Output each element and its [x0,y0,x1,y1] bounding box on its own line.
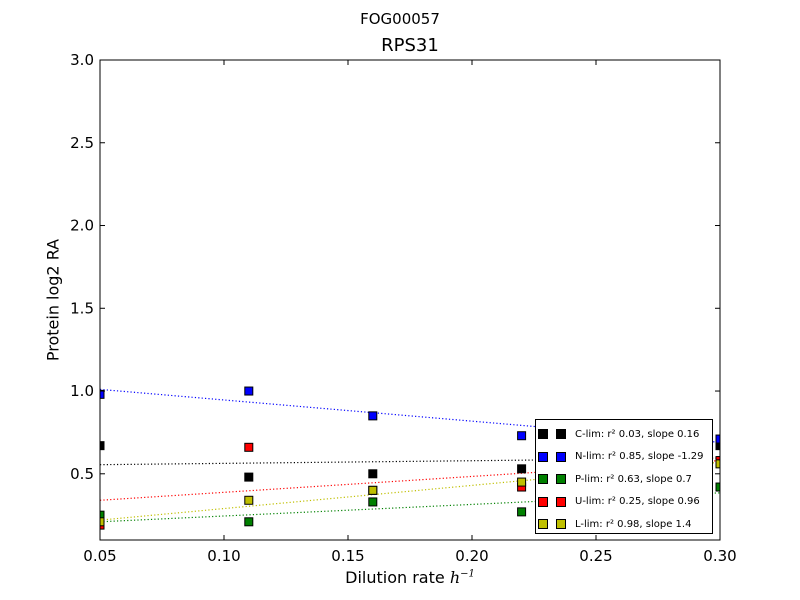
legend-marker [556,429,566,440]
point-p-lim [244,517,254,527]
point-n-lim [368,411,378,421]
x-tick-label: 0.20 [455,547,488,565]
point-l-lim [368,485,378,495]
x-axis-ticks: 0.05 0.10 0.15 0.20 0.25 0.30 [83,60,737,565]
plot-frame [99,59,721,541]
x-tick-label: 0.15 [331,547,364,565]
point-c-lim [244,472,254,482]
legend-label: U-lim: r² 0.25, slope 0.96 [575,496,700,508]
y-tick-label: 2.5 [70,134,94,152]
legend-label: N-lim: r² 0.85, slope -1.29 [575,451,704,463]
fit-line-c-lim [100,457,720,466]
x-tick-label: 0.30 [703,547,736,565]
legend-label: L-lim: r² 0.98, slope 1.4 [575,518,692,530]
x-tick-label: 0.05 [83,547,116,565]
point-c-lim [368,469,378,479]
point-c-lim [100,441,105,451]
point-n-lim [100,389,105,399]
legend: C-lim: r² 0.03, slope 0.16 N-lim: r² 0.85… [535,419,713,534]
point-l-lim [517,477,527,487]
point-l-lim [100,517,105,527]
legend-marker [556,451,566,462]
x-axis-label-exponent: −1 [460,568,475,580]
y-tick-label: 2.0 [70,217,94,235]
legend-marker [556,519,566,530]
x-axis-label-unit: h [449,568,461,587]
y-tick-label: 1.0 [70,382,94,400]
legend-marker [538,496,548,507]
data-points [100,386,720,530]
legend-marker [556,496,566,507]
point-p-lim [368,497,378,507]
legend-marker [556,474,566,485]
point-p-lim [715,482,720,492]
chart-title: RPS31 [381,35,439,56]
legend-marker [538,429,548,440]
point-n-lim [715,434,720,444]
point-p-lim [517,507,527,517]
legend-item-u-lim: U-lim: r² 0.25, slope 0.96 [536,491,712,514]
legend-label: P-lim: r² 0.63, slope 0.7 [575,473,692,485]
y-tick-label: 1.5 [70,299,94,317]
legend-marker [538,451,548,462]
point-c-lim [715,441,720,451]
point-l-lim [715,459,720,469]
point-l-lim [244,495,254,505]
point-u-lim [244,442,254,452]
legend-item-c-lim: C-lim: r² 0.03, slope 0.16 [536,423,712,446]
legend-item-p-lim: P-lim: r² 0.63, slope 0.7 [536,468,712,491]
legend-item-l-lim: L-lim: r² 0.98, slope 1.4 [536,513,712,536]
legend-marker [538,519,548,530]
point-n-lim [517,431,527,441]
x-tick-label: 0.25 [579,547,612,565]
legend-item-n-lim: N-lim: r² 0.85, slope -1.29 [536,446,712,469]
y-axis-label: Protein log2 RA [43,238,63,362]
point-c-lim [517,464,527,474]
legend-marker [538,474,548,485]
y-axis-ticks: 0.5 1.0 1.5 2.0 2.5 3.0 [70,51,720,483]
figure-suptitle: FOG00057 [360,10,440,28]
point-n-lim [244,386,254,396]
legend-label: C-lim: r² 0.03, slope 0.16 [575,428,700,440]
x-axis-label-text: Dilution rate [345,568,445,587]
y-tick-label: 0.5 [70,465,94,483]
point-p-lim [100,510,105,520]
x-tick-label: 0.10 [207,547,240,565]
y-tick-label: 3.0 [70,51,94,69]
x-axis-label: Dilution rate h−1 [100,568,720,587]
